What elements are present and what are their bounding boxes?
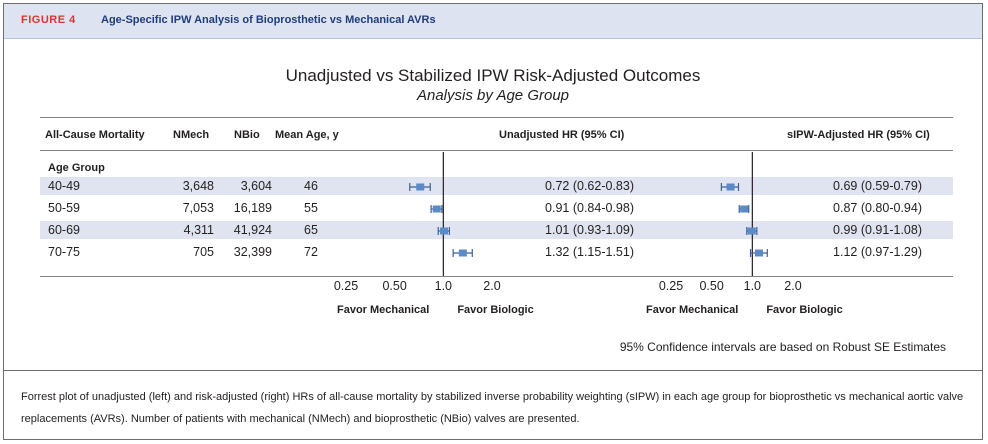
row-nbio: 16,189 xyxy=(233,201,272,215)
row-age: 70-75 xyxy=(48,245,80,259)
row-age: 50-59 xyxy=(48,201,80,215)
hr-point xyxy=(440,227,449,235)
table-bottom-rule xyxy=(40,276,953,277)
hr-point xyxy=(432,205,441,213)
row-nmech: 705 xyxy=(193,245,214,259)
row-nbio: 3,604 xyxy=(240,179,272,193)
row-nmech: 3,648 xyxy=(182,179,214,193)
figure-title: Age-Specific IPW Analysis of Bioprosthet… xyxy=(101,14,436,26)
row-mean-age: 46 xyxy=(304,179,318,193)
table-top-rule xyxy=(40,117,953,118)
hr-point xyxy=(726,183,735,191)
row-nmech: 7,053 xyxy=(182,201,214,215)
row-nbio: 41,924 xyxy=(233,223,272,237)
figure-caption: Forrest plot of unadjusted (left) and ri… xyxy=(21,391,964,425)
tick-label: 0.50 xyxy=(699,279,723,293)
row-age: 40-49 xyxy=(48,179,80,193)
favor-biologic-label: Favor Biologic xyxy=(766,304,842,316)
hr-point xyxy=(458,249,467,257)
tick-label: 0.50 xyxy=(382,279,406,293)
tick-label: 2.0 xyxy=(784,279,801,293)
tick-label: 0.25 xyxy=(334,279,358,293)
header-adjusted: sIPW-Adjusted HR (95% CI) xyxy=(787,129,930,141)
hr-point xyxy=(740,205,749,213)
row-nmech: 4,311 xyxy=(183,223,214,237)
figure-frame: FIGURE 4 Age-Specific IPW Analysis of Bi… xyxy=(3,3,983,440)
chart-title: Unadjusted vs Stabilized IPW Risk-Adjust… xyxy=(285,66,701,85)
header-unadjusted: Unadjusted HR (95% CI) xyxy=(499,129,625,141)
header-mean-age: Mean Age, y xyxy=(275,129,339,141)
row-band-1 xyxy=(40,177,953,195)
table-header-rule xyxy=(40,150,953,151)
tick-label: 1.0 xyxy=(744,279,761,293)
row-mean-age: 72 xyxy=(304,245,318,259)
forest-plots: 0.25 0.50 1.0 2.0 Favor Mechanical Favor Biol… xyxy=(334,152,843,316)
tick-label: 2.0 xyxy=(483,279,500,293)
caption-rule xyxy=(4,370,982,371)
figure-label: FIGURE 4 xyxy=(21,14,76,26)
row-adjusted-hr: 0.87 (0.80-0.94) xyxy=(833,201,922,215)
row-unadjusted-hr: 1.01 (0.93-1.09) xyxy=(545,223,634,237)
header-outcome: All-Cause Mortality xyxy=(45,129,145,141)
row-adjusted-hr: 1.12 (0.97-1.29) xyxy=(833,245,922,259)
row-unadjusted-hr: 0.72 (0.62-0.83) xyxy=(545,179,634,193)
hr-point xyxy=(416,183,425,191)
favor-biologic-label: Favor Biologic xyxy=(457,304,533,316)
row-age: 60-69 xyxy=(48,223,80,237)
row-adjusted-hr: 0.99 (0.91-1.08) xyxy=(833,223,922,237)
row-band-3 xyxy=(40,221,953,239)
header-nbio: NBio xyxy=(234,129,260,141)
hr-point xyxy=(754,249,763,257)
favor-mechanical-label: Favor Mechanical xyxy=(646,304,738,316)
row-unadjusted-hr: 0.91 (0.84-0.98) xyxy=(545,201,634,215)
row-adjusted-hr: 0.69 (0.59-0.79) xyxy=(833,179,922,193)
hr-point xyxy=(747,227,756,235)
tick-label: 0.25 xyxy=(659,279,683,293)
row-mean-age: 55 xyxy=(304,201,318,215)
row-mean-age: 65 xyxy=(304,223,318,237)
row-nbio: 32,399 xyxy=(233,245,272,259)
figure-header: FIGURE 4 Age-Specific IPW Analysis of Bi… xyxy=(4,4,982,39)
chart-subtitle: Analysis by Age Group xyxy=(416,87,570,104)
header-nmech: NMech xyxy=(173,129,210,141)
footnote: 95% Confidence intervals are based on Ro… xyxy=(619,340,946,354)
group-label: Age Group xyxy=(48,162,105,174)
favor-mechanical-label: Favor Mechanical xyxy=(337,304,429,316)
row-unadjusted-hr: 1.32 (1.15-1.51) xyxy=(545,245,634,259)
tick-label: 1.0 xyxy=(435,279,452,293)
